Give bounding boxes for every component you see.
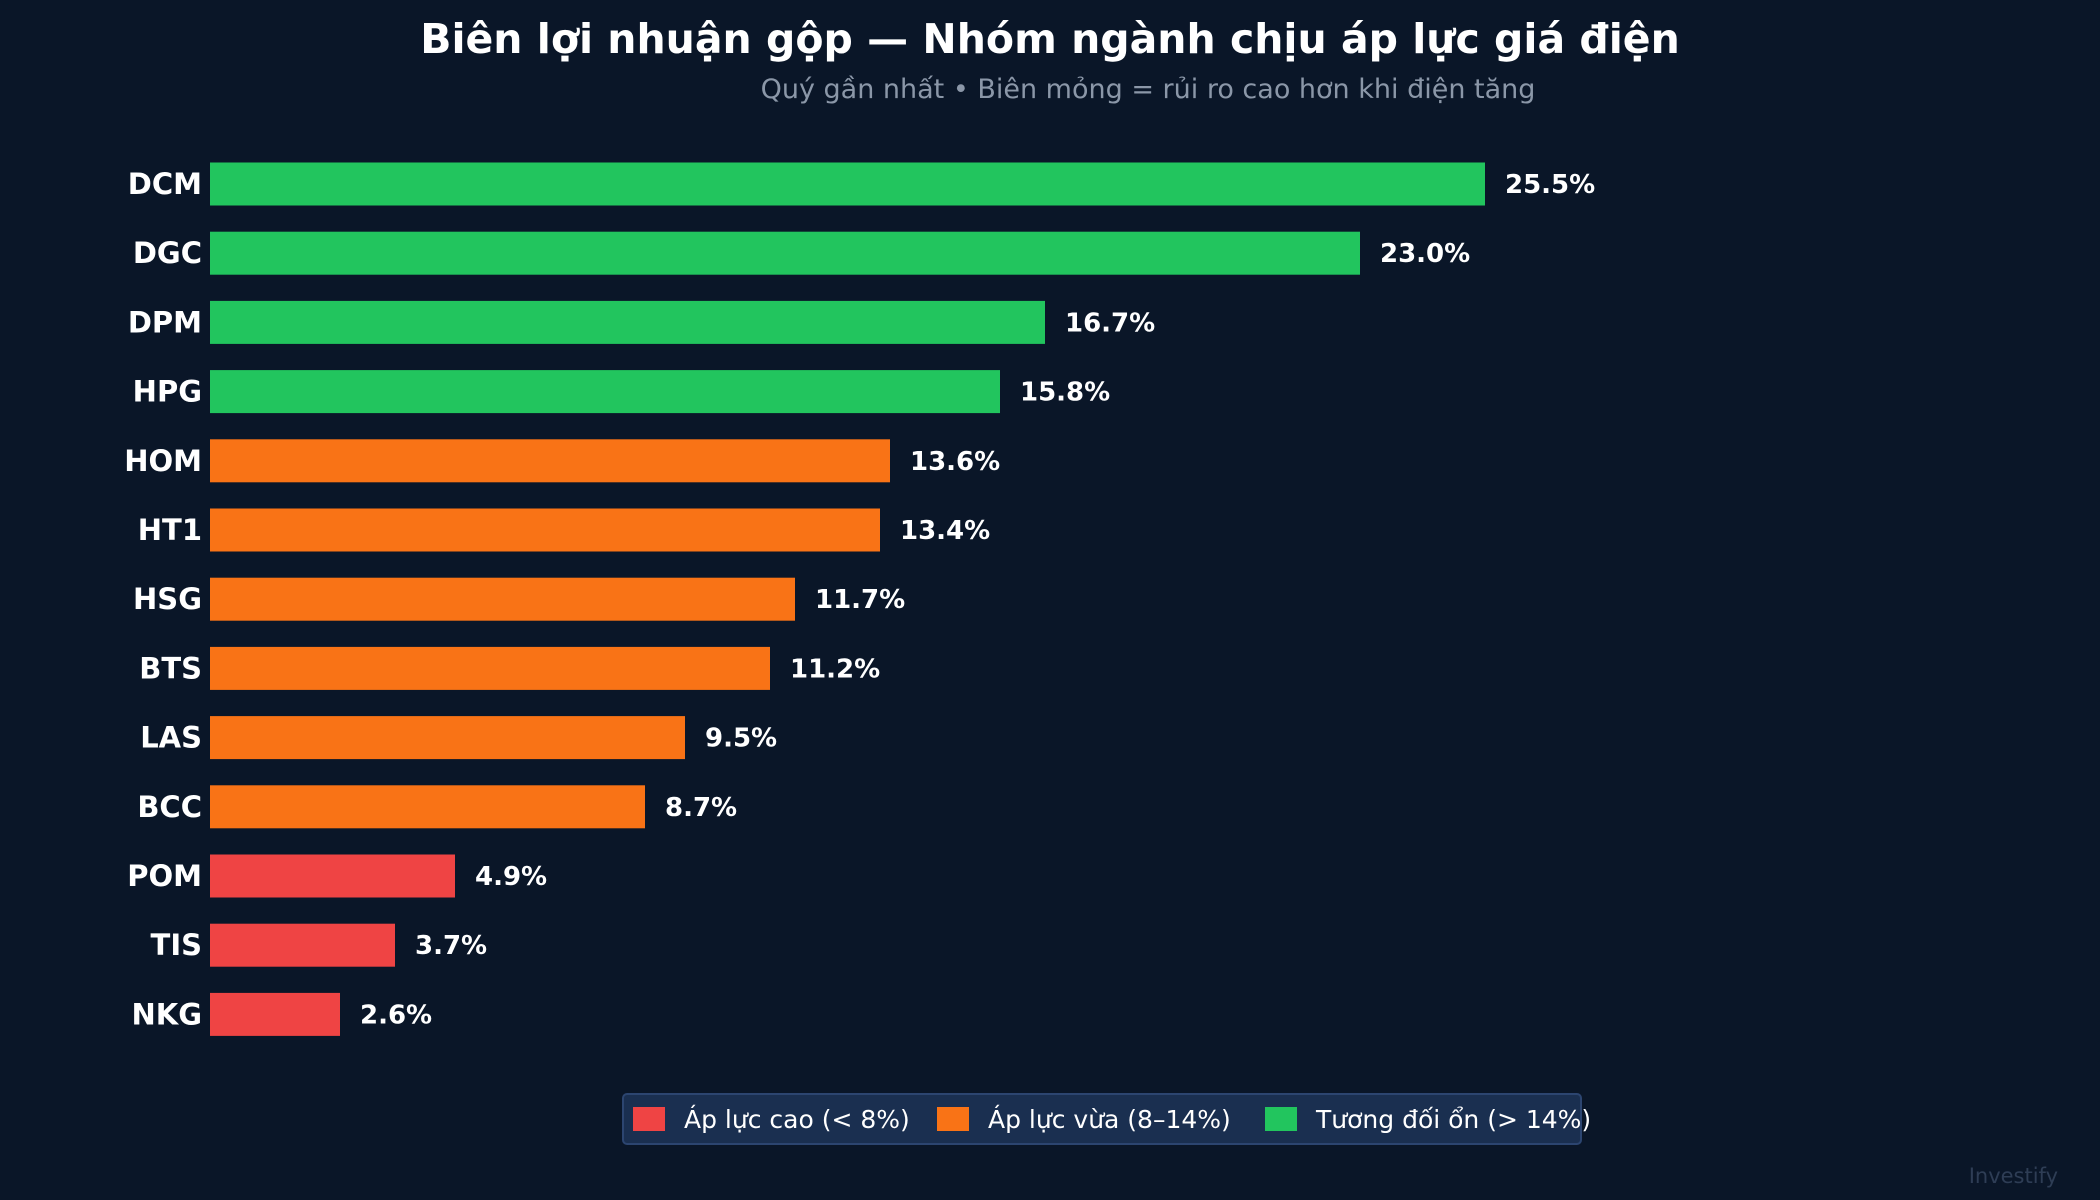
value-label-bcc: 8.7%: [665, 793, 737, 823]
value-label-nkg: 2.6%: [360, 1000, 432, 1030]
bar-tis: [210, 923, 395, 967]
value-label-dgc: 23.0%: [1380, 239, 1470, 269]
value-label-hsg: 11.7%: [815, 585, 905, 615]
category-label-bcc: BCC: [137, 790, 202, 824]
value-label-dcm: 25.5%: [1505, 170, 1595, 200]
category-label-pom: POM: [127, 859, 202, 893]
bar-dcm: [210, 162, 1485, 206]
value-label-tis: 3.7%: [415, 931, 487, 961]
legend-background: [622, 1093, 1582, 1145]
chart-title: Biên lợi nhuận gộp — Nhóm ngành chịu áp …: [420, 15, 1680, 63]
value-label-las: 9.5%: [705, 724, 777, 754]
bar-dgc: [210, 231, 1360, 275]
bar-dpm: [210, 300, 1045, 344]
value-label-bts: 11.2%: [790, 654, 880, 684]
value-label-hom: 13.6%: [910, 447, 1000, 477]
legend-swatch-medium: [937, 1107, 969, 1131]
legend-label-stable: Tương đối ổn (> 14%): [1315, 1105, 1591, 1134]
bar-las: [210, 716, 685, 760]
bar-ht1: [210, 508, 880, 552]
category-label-hsg: HSG: [133, 582, 202, 616]
category-label-dcm: DCM: [128, 167, 202, 201]
watermark: Investify: [1969, 1164, 2058, 1188]
category-label-ht1: HT1: [138, 513, 202, 547]
category-label-tis: TIS: [151, 928, 202, 962]
bar-nkg: [210, 992, 340, 1036]
category-label-dgc: DGC: [133, 236, 202, 270]
category-label-bts: BTS: [139, 651, 202, 685]
bar-pom: [210, 854, 455, 898]
category-label-hom: HOM: [124, 444, 202, 478]
bars-group: DCM 25.5% DGC 23.0% DPM 16.7% HPG 15.8% HOM 13.6%…: [124, 162, 1595, 1036]
value-label-pom: 4.9%: [475, 862, 547, 892]
chart-subtitle: Quý gần nhất • Biên mỏng = rủi ro cao hơ…: [761, 74, 1536, 105]
legend-swatch-stable: [1265, 1107, 1297, 1131]
category-label-las: LAS: [140, 721, 202, 755]
category-label-hpg: HPG: [133, 375, 202, 409]
bar-bts: [210, 646, 770, 690]
bar-bcc: [210, 785, 645, 829]
bar-hom: [210, 439, 890, 483]
value-label-hpg: 15.8%: [1020, 378, 1110, 408]
bar-hsg: [210, 577, 795, 621]
legend-swatch-high: [633, 1107, 665, 1131]
legend-label-high: Áp lực cao (< 8%): [684, 1105, 910, 1134]
category-label-dpm: DPM: [128, 305, 202, 339]
category-label-nkg: NKG: [131, 997, 202, 1031]
legend-label-medium: Áp lực vừa (8–14%): [988, 1105, 1231, 1134]
value-label-ht1: 13.4%: [900, 516, 990, 546]
bar-hpg: [210, 370, 1000, 414]
value-label-dpm: 16.7%: [1065, 308, 1155, 338]
legend: Áp lực cao (< 8%) Áp lực vừa (8–14%) Tương…: [622, 1093, 1591, 1145]
